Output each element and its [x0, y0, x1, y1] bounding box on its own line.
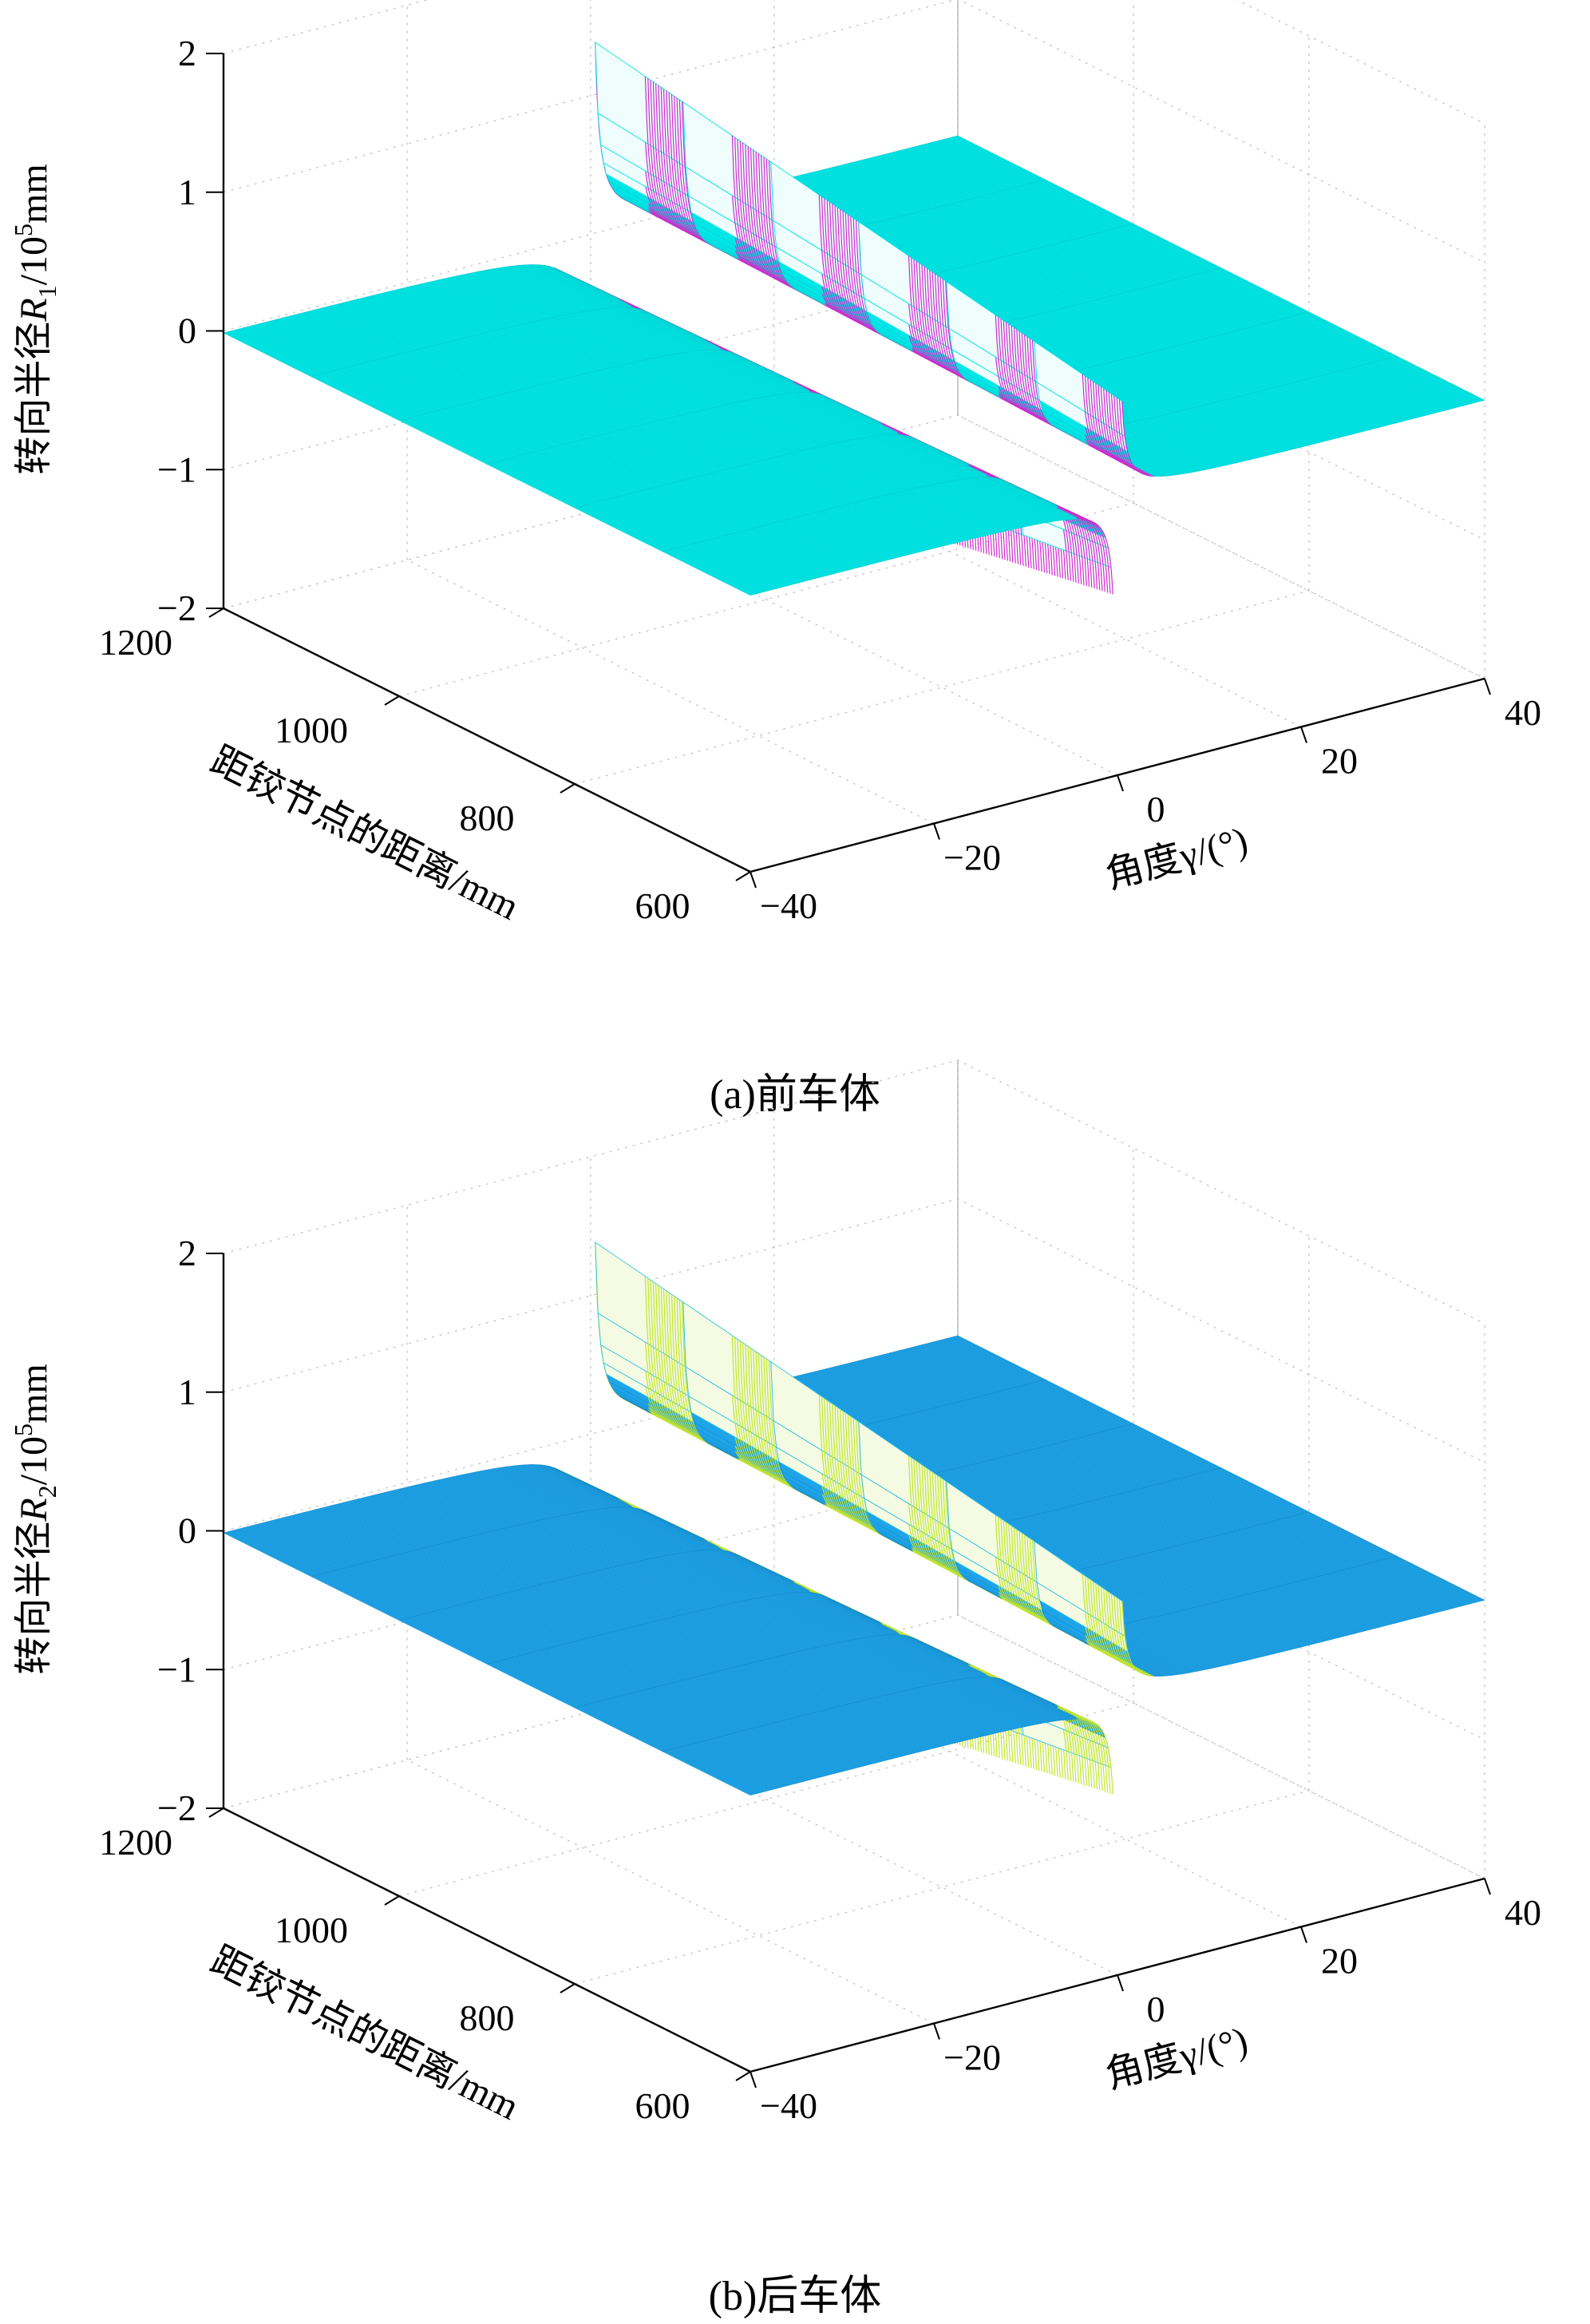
x-tick-label: 40: [1505, 692, 1541, 733]
x-tick-label: 0: [1147, 789, 1165, 829]
surface-a: [223, 42, 1485, 596]
y-tick-label: 800: [460, 1997, 515, 2038]
z-tick-label: 2: [178, 33, 196, 73]
x-tick: [750, 2071, 757, 2088]
y-tick: [208, 1807, 224, 1818]
x-tick-label: −20: [943, 2037, 1001, 2078]
z-tick-label: −2: [157, 1788, 196, 1828]
z-axis-label-a: 转向半径R1/105mm: [9, 164, 61, 474]
z-tick-label: 1: [178, 1372, 196, 1412]
z-label-mid-a: /10: [13, 236, 55, 285]
x-tick: [1300, 1926, 1307, 1943]
z-tick-label: −2: [157, 588, 196, 628]
x-tick-label: 0: [1147, 1989, 1165, 2029]
z-label-unit-b: mm: [13, 1364, 55, 1423]
z-label-sub-b: 2: [33, 1485, 61, 1498]
y-tick-label: 600: [635, 2085, 690, 2126]
y-tick-label: 600: [635, 885, 690, 926]
x-tick: [1117, 774, 1124, 792]
x-tick: [1117, 1974, 1124, 1992]
y-tick: [384, 1895, 400, 1906]
z-gridline: [223, 0, 1485, 125]
y-gridline-floor: [574, 1790, 1310, 1985]
x-gridline-floor: [406, 1759, 935, 2025]
z-tick-label: 1: [178, 172, 196, 212]
x-tick: [933, 2023, 940, 2040]
z-label-prefix-a: 转向半径: [13, 322, 55, 475]
z-label-sup-b: 5: [9, 1423, 38, 1436]
z-tick-label: 0: [178, 1510, 196, 1551]
y-tick: [208, 608, 224, 618]
z-label-prefix-b: 转向半径: [13, 1522, 55, 1675]
x-gridline-floor: [957, 414, 1485, 679]
x-axis-label-b: 角度γ/(°): [1101, 2019, 1252, 2096]
y-tick-label: 1000: [275, 710, 348, 750]
y-tick: [560, 783, 575, 794]
caption-b: (b)后车体: [709, 2274, 882, 2319]
x-tick-label: 40: [1505, 1892, 1541, 1933]
x-tick: [933, 823, 940, 840]
z-axis-label-b: 转向半径R2/105mm: [9, 1364, 61, 1674]
x-tick-label: −40: [760, 885, 817, 926]
x-tick-label: −40: [760, 2085, 817, 2126]
x-tick: [1484, 1878, 1491, 1895]
x-tick-label: 20: [1321, 741, 1358, 782]
x-tick: [750, 871, 757, 889]
x-tick-label: −20: [943, 837, 1001, 878]
z-tick-label: −1: [157, 1649, 196, 1689]
x-gridline-floor: [406, 559, 935, 825]
y-tick: [560, 1983, 575, 1993]
x-tick: [1484, 678, 1491, 695]
x-gridline-floor: [590, 511, 1118, 776]
y-tick: [735, 871, 751, 881]
caption-a: (a)前车体: [710, 1072, 880, 1118]
x-tick: [1300, 726, 1307, 743]
surface-b: [223, 1241, 1485, 1795]
z-label-mid-b: /10: [13, 1436, 55, 1485]
z-label-var-a: R: [13, 298, 55, 322]
y-tick: [735, 2071, 751, 2081]
x-axis-label-a: 角度γ/(°): [1101, 819, 1252, 897]
z-label-sup-a: 5: [9, 224, 38, 236]
y-tick: [384, 695, 400, 706]
z-tick-label: 2: [178, 1233, 196, 1273]
y-gridline-floor: [574, 590, 1310, 785]
y-tick-label: 1000: [275, 1910, 348, 1950]
z-tick-label: −1: [157, 449, 196, 489]
x-tick-label: 20: [1321, 1941, 1358, 1982]
z-label-var-b: R: [13, 1498, 55, 1522]
y-tick-label: 800: [460, 798, 515, 838]
x-gridline-floor: [773, 462, 1302, 728]
z-label-sub-a: 1: [33, 285, 61, 298]
z-tick-label: 0: [178, 311, 196, 351]
z-label-unit-a: mm: [13, 164, 55, 224]
